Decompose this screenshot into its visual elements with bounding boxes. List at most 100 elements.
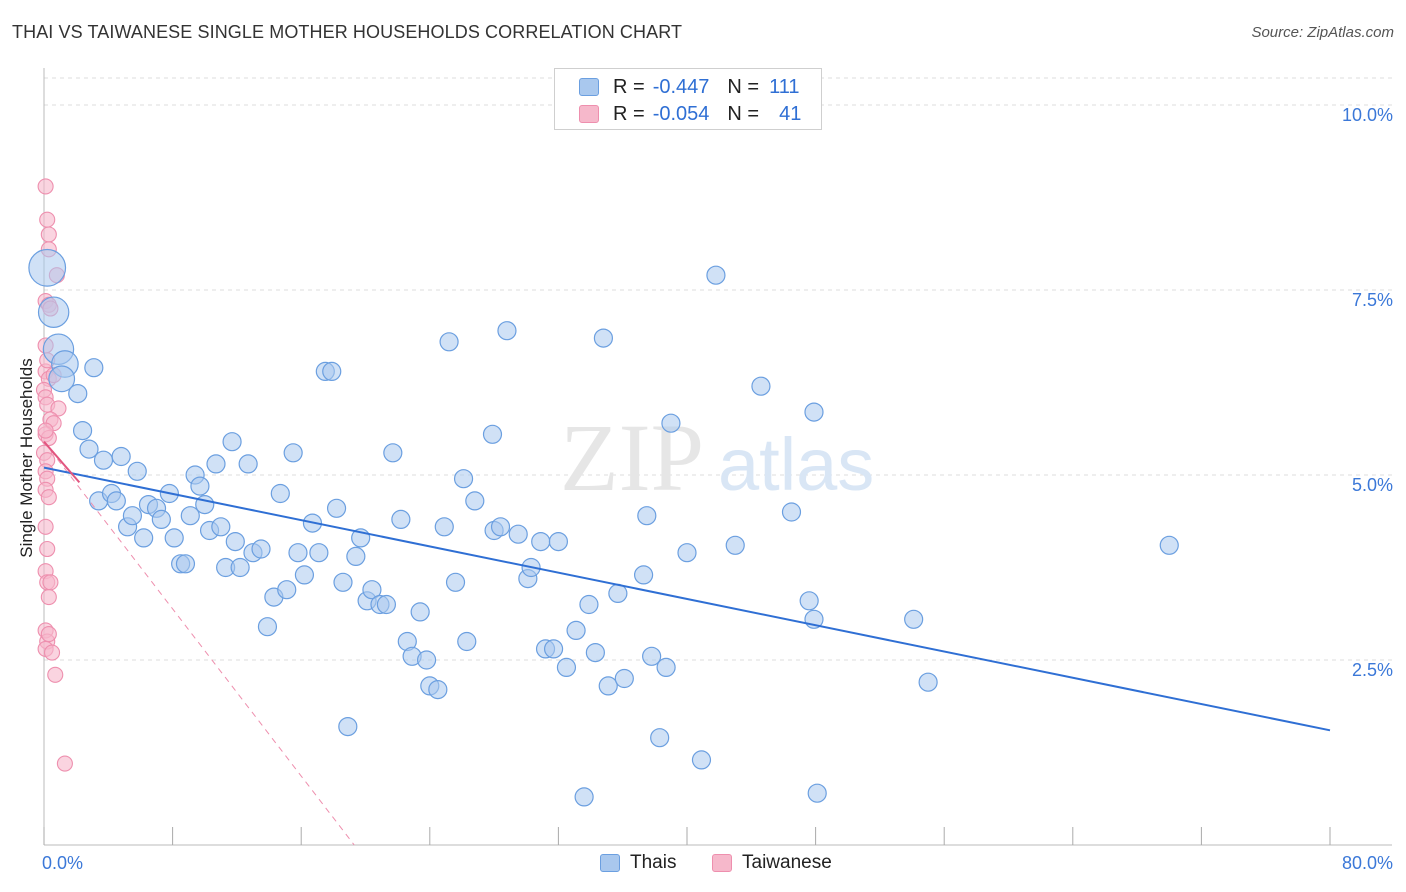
thais-point xyxy=(230,557,250,578)
thais-point xyxy=(322,361,342,381)
thais-point xyxy=(508,524,528,544)
thais-point xyxy=(490,517,511,537)
legend-n-label: N = xyxy=(727,75,760,98)
thais-point xyxy=(134,528,154,548)
taiwanese-point xyxy=(40,489,57,506)
bottom-legend-thais[interactable]: Thais xyxy=(600,852,676,874)
taiwanese-trend-extension xyxy=(43,441,355,846)
thais-point xyxy=(445,572,466,592)
taiwanese-point xyxy=(40,226,57,243)
thais-point xyxy=(579,594,599,615)
thais-point xyxy=(72,421,93,441)
thais-point xyxy=(439,332,459,352)
taiwanese-point xyxy=(39,540,56,558)
taiwanese-point xyxy=(40,626,57,643)
thais-point xyxy=(706,265,726,285)
thais-point xyxy=(543,639,564,659)
thais-point xyxy=(175,554,196,574)
y-tick-label: 2.5% xyxy=(1352,660,1393,680)
y-tick-label: 5.0% xyxy=(1352,475,1393,495)
taiwanese-trend-line xyxy=(43,441,81,484)
thais-point xyxy=(453,469,474,489)
thais-point xyxy=(151,509,171,530)
taiwanese-swatch xyxy=(579,105,599,123)
tick-labels: 2.5% 5.0% 7.5% 10.0% 0.0% 80.0% xyxy=(42,105,1393,873)
thais-point xyxy=(37,296,70,328)
thais-point xyxy=(725,535,745,555)
thais-point xyxy=(48,365,76,393)
thais-point xyxy=(122,506,143,526)
thais-point xyxy=(807,783,827,803)
thais-point xyxy=(338,716,358,737)
thais-point xyxy=(383,443,403,463)
thais-point xyxy=(127,461,147,481)
thais-point xyxy=(416,650,437,670)
thais-point xyxy=(799,591,819,611)
thais-point xyxy=(661,413,681,433)
thais-point xyxy=(277,580,297,600)
taiwanese-point xyxy=(43,644,61,661)
taiwanese-point xyxy=(39,211,56,228)
thais-point xyxy=(650,728,670,748)
thais-point xyxy=(574,787,594,807)
thais-swatch xyxy=(579,78,599,96)
thais-point xyxy=(376,594,396,615)
thais-point xyxy=(180,506,200,526)
thais-point xyxy=(482,424,503,444)
legend-r-value: -0.447 xyxy=(652,75,710,98)
y-tick-label: 7.5% xyxy=(1352,290,1393,310)
taiwanese-point xyxy=(37,422,54,439)
thais-point xyxy=(288,543,308,563)
thais-point xyxy=(428,679,448,700)
thais-legend-label: Thais xyxy=(630,852,677,873)
thais-point xyxy=(556,657,577,678)
x-tick-label: 0.0% xyxy=(42,853,83,873)
thais-point xyxy=(251,539,271,559)
thais-point xyxy=(309,543,329,563)
legend-r-label: R = xyxy=(613,102,645,125)
watermark-atlas: atlas xyxy=(718,423,874,506)
taiwanese-point xyxy=(50,400,67,417)
correlation-legend: R = -0.447 N = 111 R = -0.054 N = 41 xyxy=(554,68,822,130)
taiwanese-point xyxy=(42,574,59,591)
thais-point xyxy=(457,631,477,652)
chart-title: THAI VS TAIWANESE SINGLE MOTHER HOUSEHOL… xyxy=(12,22,683,42)
taiwanese-point xyxy=(47,666,64,683)
taiwanese-point xyxy=(56,755,73,772)
thais-point xyxy=(164,528,184,548)
thais-point xyxy=(391,509,411,530)
legend-r-label: R = xyxy=(613,75,645,98)
thais-point xyxy=(585,642,605,663)
thais-point xyxy=(93,450,114,470)
thais-point xyxy=(781,502,802,522)
thais-point xyxy=(598,676,618,696)
thais-point xyxy=(238,454,258,474)
bottom-legend-taiwanese[interactable]: Taiwanese xyxy=(712,852,832,874)
thais-point xyxy=(333,572,353,592)
legend-n-label: N = xyxy=(727,102,760,125)
thais-point xyxy=(637,506,657,526)
thais-point xyxy=(751,376,771,396)
legend-n-value: 111 xyxy=(769,75,800,98)
x-tick-label: 80.0% xyxy=(1342,853,1393,873)
taiwanese-legend-swatch xyxy=(712,854,732,872)
thais-point xyxy=(548,531,569,552)
thais-point xyxy=(497,321,517,341)
thais-points xyxy=(28,248,1179,807)
thais-point xyxy=(68,384,88,404)
taiwanese-point xyxy=(37,178,54,195)
thais-point xyxy=(633,565,654,585)
thais-point xyxy=(918,672,938,692)
thais-point xyxy=(270,483,290,504)
thais-point xyxy=(79,439,99,459)
taiwanese-point xyxy=(37,518,54,535)
thais-point xyxy=(677,543,697,563)
thais-point xyxy=(106,491,126,511)
taiwanese-legend-label: Taiwanese xyxy=(742,852,832,873)
taiwanese-point xyxy=(40,589,57,606)
thais-legend-swatch xyxy=(600,854,620,872)
thais-point xyxy=(28,248,67,287)
thais-point xyxy=(691,750,712,770)
thais-point xyxy=(222,432,242,452)
